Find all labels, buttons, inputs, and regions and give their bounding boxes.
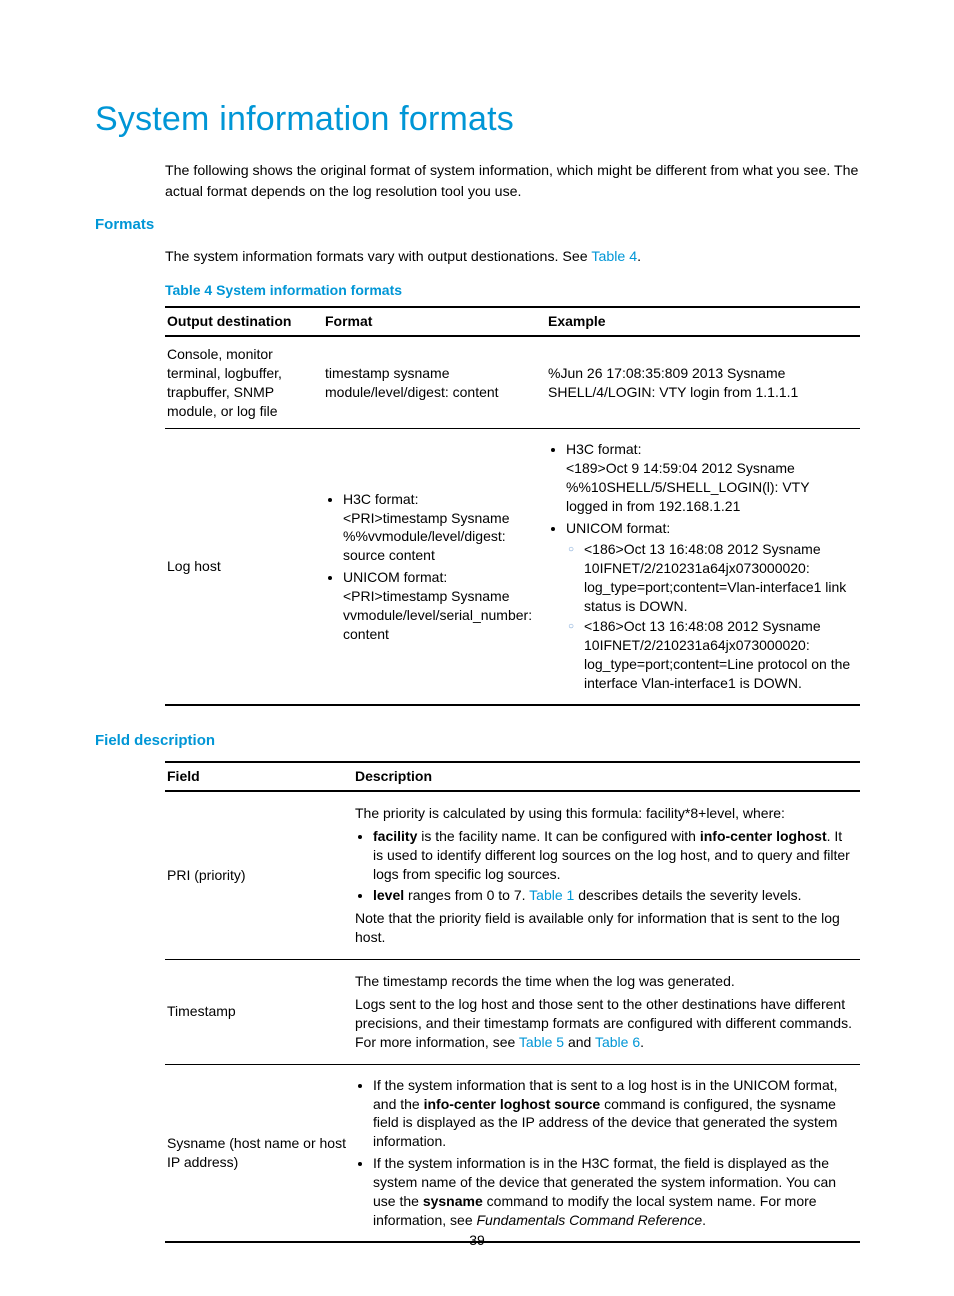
- list-item: If the system information that is sent t…: [373, 1076, 854, 1152]
- col-format: Format: [323, 307, 546, 336]
- bold-text: sysname: [423, 1193, 483, 1209]
- bold-text: level: [373, 887, 404, 903]
- col-output-destination: Output destination: [165, 307, 323, 336]
- cell-ex: H3C format: <189>Oct 9 14:59:04 2012 Sys…: [546, 429, 860, 705]
- table-header-row: Field Description: [165, 762, 860, 791]
- table-row: Log host H3C format: <PRI>timestamp Sysn…: [165, 429, 860, 705]
- list-item: UNICOM format: <PRI>timestamp Sysname vv…: [343, 568, 540, 644]
- cell-ex: %Jun 26 17:08:35:809 2013 Sysname SHELL/…: [546, 336, 860, 429]
- text: ranges from 0 to 7.: [404, 887, 529, 903]
- list-item: H3C format: <189>Oct 9 14:59:04 2012 Sys…: [566, 440, 854, 516]
- list-item: H3C format: <PRI>timestamp Sysname %%vvm…: [343, 490, 540, 566]
- cell-desc: The priority is calculated by using this…: [353, 791, 860, 960]
- table5-link[interactable]: Table 5: [519, 1034, 564, 1050]
- list-item: level ranges from 0 to 7. Table 1 descri…: [373, 886, 854, 905]
- table-row: Sysname (host name or host IP address) I…: [165, 1064, 860, 1242]
- table6-link[interactable]: Table 6: [595, 1034, 640, 1050]
- text: and: [564, 1034, 595, 1050]
- fmt-bullet-list: H3C format: <PRI>timestamp Sysname %%vvm…: [325, 490, 540, 644]
- table-row: PRI (priority) The priority is calculate…: [165, 791, 860, 960]
- sub-list: <186>Oct 13 16:48:08 2012 Sysname 10IFNE…: [566, 540, 854, 693]
- cell-field: Timestamp: [165, 960, 353, 1065]
- desc-bullets: facility is the facility name. It can be…: [355, 827, 854, 906]
- table-formats: Output destination Format Example Consol…: [165, 306, 860, 706]
- cell-out: Log host: [165, 429, 323, 705]
- desc-bullets: If the system information that is sent t…: [355, 1076, 854, 1230]
- ex-bullet-list: H3C format: <189>Oct 9 14:59:04 2012 Sys…: [548, 440, 854, 693]
- page: System information formats The following…: [0, 0, 954, 1296]
- list-item: <186>Oct 13 16:48:08 2012 Sysname 10IFNE…: [584, 540, 854, 616]
- desc-text: The timestamp records the time when the …: [355, 972, 854, 991]
- text: is the facility name. It can be configur…: [417, 828, 699, 844]
- formats-lead-prefix: The system information formats vary with…: [165, 249, 591, 265]
- table4-caption: Table 4 System information formats: [165, 282, 859, 298]
- cell-desc: The timestamp records the time when the …: [353, 960, 860, 1065]
- bold-text: info-center loghost source: [424, 1096, 601, 1112]
- col-field: Field: [165, 762, 353, 791]
- italic-text: Fundamentals Command Reference: [477, 1212, 703, 1228]
- formats-lead-suffix: .: [637, 249, 641, 265]
- text: .: [702, 1212, 706, 1228]
- page-number: 39: [0, 1232, 954, 1248]
- text: .: [640, 1034, 644, 1050]
- bold-text: info-center loghost: [700, 828, 827, 844]
- table-row: Console, monitor terminal, logbuffer, tr…: [165, 336, 860, 429]
- field-description-heading: Field description: [95, 732, 859, 749]
- formats-heading: Formats: [95, 216, 859, 233]
- list-item: UNICOM format: <186>Oct 13 16:48:08 2012…: [566, 519, 854, 693]
- page-title: System information formats: [95, 100, 859, 139]
- text: describes details the severity levels.: [574, 887, 801, 903]
- list-item: If the system information is in the H3C …: [373, 1154, 854, 1230]
- table-header-row: Output destination Format Example: [165, 307, 860, 336]
- cell-out: Console, monitor terminal, logbuffer, tr…: [165, 336, 323, 429]
- table-row: Timestamp The timestamp records the time…: [165, 960, 860, 1065]
- formats-lead: The system information formats vary with…: [165, 247, 859, 268]
- col-example: Example: [546, 307, 860, 336]
- intro-paragraph: The following shows the original format …: [165, 161, 859, 202]
- table1-link[interactable]: Table 1: [529, 887, 574, 903]
- cell-fmt: H3C format: <PRI>timestamp Sysname %%vvm…: [323, 429, 546, 705]
- cell-field: Sysname (host name or host IP address): [165, 1064, 353, 1242]
- table4-link[interactable]: Table 4: [591, 249, 637, 265]
- cell-fmt: timestamp sysname module/level/digest: c…: [323, 336, 546, 429]
- desc-text: Note that the priority field is availabl…: [355, 909, 854, 947]
- col-description: Description: [353, 762, 860, 791]
- list-item: <186>Oct 13 16:48:08 2012 Sysname 10IFNE…: [584, 617, 854, 693]
- desc-text: The priority is calculated by using this…: [355, 804, 854, 823]
- bold-text: facility: [373, 828, 417, 844]
- cell-desc: If the system information that is sent t…: [353, 1064, 860, 1242]
- cell-field: PRI (priority): [165, 791, 353, 960]
- table-field-description: Field Description PRI (priority) The pri…: [165, 761, 860, 1243]
- desc-text: Logs sent to the log host and those sent…: [355, 995, 854, 1052]
- list-item-text: UNICOM format:: [566, 520, 670, 536]
- list-item: facility is the facility name. It can be…: [373, 827, 854, 884]
